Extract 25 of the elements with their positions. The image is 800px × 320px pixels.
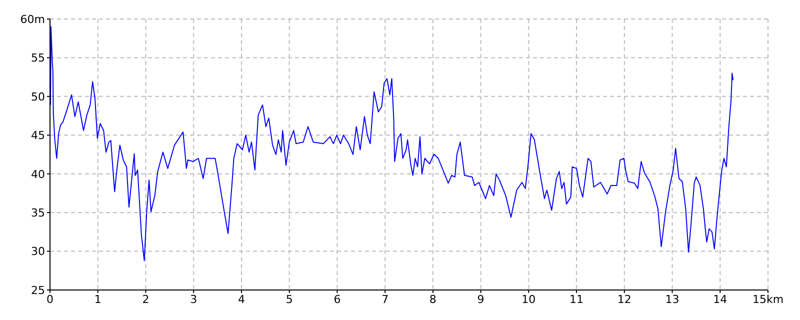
x-tick-label: 0 xyxy=(46,292,54,306)
x-tick-label: 3 xyxy=(190,292,198,306)
y-tick-label: 30 xyxy=(31,245,45,258)
x-tick-label: 12 xyxy=(617,292,632,306)
x-tick-label: 7 xyxy=(382,292,389,306)
x-tick-label: 10 xyxy=(522,292,536,306)
x-tick-label: 11 xyxy=(570,292,584,306)
x-tick-label: 4 xyxy=(238,292,245,306)
x-tick-label: 2 xyxy=(142,292,150,306)
x-tick-label: 13 xyxy=(665,292,680,306)
x-tick-label: 5 xyxy=(286,292,293,306)
y-tick-label: 55 xyxy=(31,52,45,65)
y-tick-label: 25 xyxy=(31,284,45,297)
y-tick-label: 50 xyxy=(31,90,45,104)
x-tick-label: 1 xyxy=(94,292,102,306)
x-tick-label: 15km xyxy=(752,292,784,306)
y-tick-label: 45 xyxy=(31,129,45,142)
y-tick-label: 35 xyxy=(31,206,45,220)
x-tick-label: 6 xyxy=(334,292,341,306)
x-tick-label: 8 xyxy=(429,292,436,306)
line-series xyxy=(50,26,734,262)
x-tick-label: 14 xyxy=(713,292,728,306)
x-tick-label: 9 xyxy=(477,292,484,306)
y-tick-label: 40 xyxy=(31,168,45,181)
y-tick-label: 60m xyxy=(20,12,45,26)
